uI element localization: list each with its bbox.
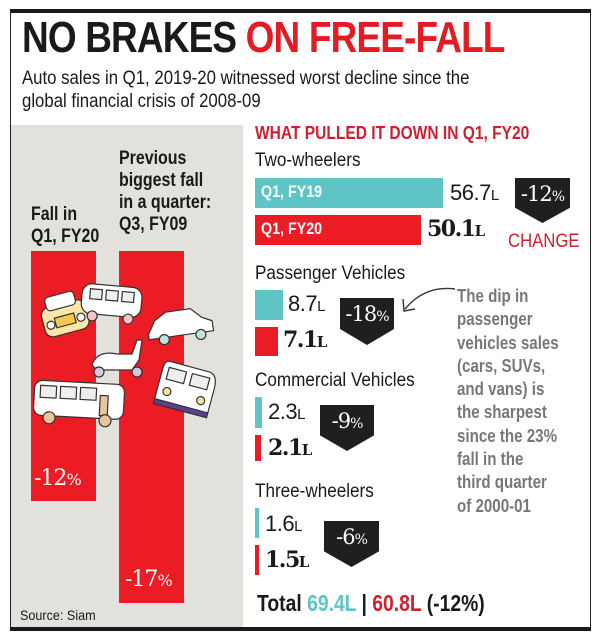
annotation-line: (cars, SUVs, [457,355,546,376]
change-unit: % [376,309,389,325]
category-three-wheelers: Three-wheelers [255,481,374,502]
bar-two-wheelers-fy20: Q1, FY20 [255,215,421,245]
value-number: 50.1 [427,216,476,242]
category-two-wheelers: Two-wheelers [255,150,361,171]
total-separator: | [356,590,373,616]
annotation-line: passenger [457,309,533,330]
bar1-value: -12% [34,466,82,491]
total-change: (-12%) [421,590,485,616]
annotation-line: the sharpest [457,402,547,423]
value-passenger-fy19: 8.7L [288,291,325,317]
category-passenger-vehicles: Passenger Vehicles [255,263,406,284]
annotation-note: The dip in passenger vehicles sales (car… [457,285,591,518]
value-unit: % [66,470,81,489]
value-unit: L [490,187,499,204]
value-commercial-fy20: 2.1L [268,435,313,461]
annotation-line: third quarter [457,472,547,493]
value-number: -17 [125,567,158,592]
headline-black: NO BRAKES [22,13,246,62]
value-three-wheelers-fy19: 1.6L [265,511,302,537]
bar-commercial-fy19 [255,397,262,428]
curved-arrow-icon [402,287,456,312]
value-number: 8.7 [288,291,318,316]
total-fy19: 69.4L [307,590,357,616]
label-line: Previous [119,148,187,169]
subtitle: Auto sales in Q1, 2019-20 witnessed wors… [22,67,581,113]
value-number: 56.7 [450,180,491,205]
value-unit: L [317,298,325,315]
annotation-line: fall in the [457,449,524,470]
label-line: Fall in [31,204,78,225]
category-commercial-vehicles: Commercial Vehicles [255,370,415,391]
value-commercial-fy19: 2.3L [268,399,305,425]
annotation-line: of 2000-01 [457,495,531,516]
label-line: Q1, FY20 [31,226,100,247]
legend-fy20: Q1, FY20 [261,219,323,238]
change-number: -6 [336,525,355,549]
value-unit: % [157,571,172,590]
annotation-line: vehicles sales [457,332,559,353]
value-number: 1.5 [265,547,300,573]
change-number: -12 [520,182,553,206]
bar1-label: Fall in Q1, FY20 [31,204,99,248]
value-number: 7.1 [283,327,318,353]
annotation-line: The dip in [457,286,529,306]
section-title: WHAT PULLED IT DOWN IN Q1, FY20 [255,122,530,143]
subtitle-line: global financial crisis of 2008-09 [22,90,261,112]
change-unit: % [551,189,565,205]
value-unit: L [316,333,328,351]
value-two-wheelers-fy20: 50.1L [427,216,486,242]
change-label: CHANGE [508,231,580,252]
change-number: -18 [345,302,377,326]
total-fy20: 60.8L [372,590,422,616]
total-line: Total 69.4L | 60.8L (-12%) [257,590,485,617]
value-passenger-fy20: 7.1L [283,327,328,353]
annotation-line: since the 23% [457,425,558,446]
bar-three-wheelers-fy20 [255,545,259,575]
label-line: in a quarter: [119,192,212,213]
bar2-value: -17% [125,567,173,592]
value-number: 2.1 [268,435,303,461]
value-number: 1.6 [265,511,295,536]
value-two-wheelers-fy19: 56.7L [450,180,499,206]
label-line: biggest fall [119,170,204,191]
label-line: Q3, FY09 [119,214,188,235]
source-note: Source: Siam [20,607,96,623]
infographic-frame [10,9,591,631]
value-unit: L [294,518,302,535]
legend-fy19: Q1, FY19 [261,182,323,201]
bar-two-wheelers-fy19: Q1, FY19 [255,178,443,208]
bar-passenger-fy20 [255,327,278,356]
value-unit: L [474,222,486,240]
annotation-line: and vans) is [457,379,545,400]
bar-passenger-fy19 [255,290,283,320]
total-label: Total [257,590,308,616]
bar-three-wheelers-fy19 [255,508,259,538]
vehicles-illustration-icon [32,283,216,428]
value-unit: L [301,441,313,459]
bar2-label: Previous biggest fall in a quarter: Q3, … [119,148,211,236]
value-unit: L [297,406,305,423]
change-unit: % [350,416,363,432]
headline-red: ON FREE-FALL [245,13,506,62]
change-unit: % [354,532,368,548]
bar-commercial-fy20 [255,435,261,461]
change-number: -9 [331,409,351,433]
subtitle-line: Auto sales in Q1, 2019-20 witnessed wors… [22,67,470,89]
headline: NO BRAKES ON FREE-FALL [22,14,505,62]
value-three-wheelers-fy20: 1.5L [265,547,310,573]
value-number: 2.3 [268,399,298,424]
value-unit: L [298,553,310,571]
value-number: -12 [34,466,67,491]
